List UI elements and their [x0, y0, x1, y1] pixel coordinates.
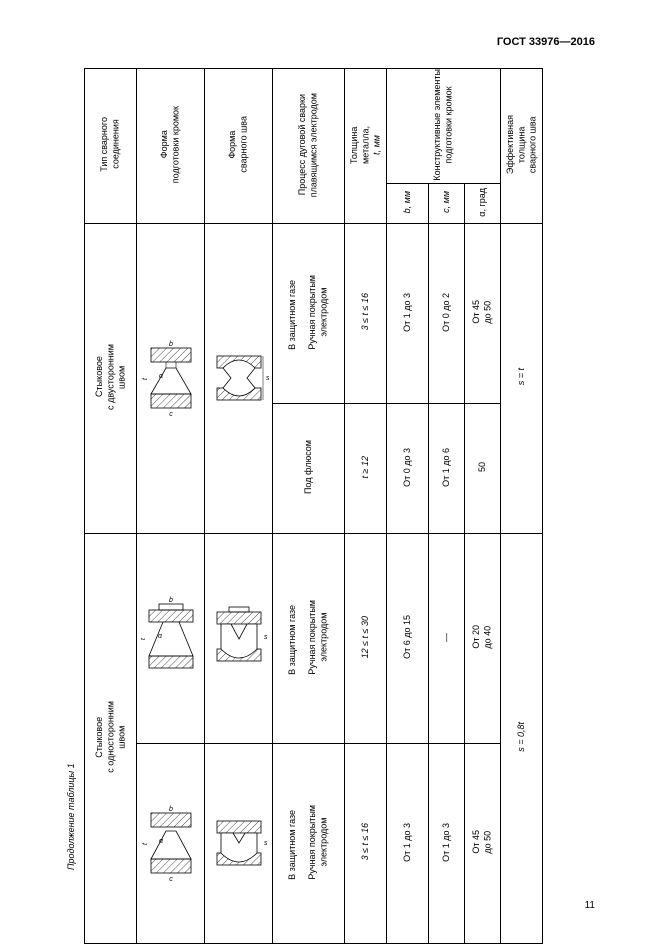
svg-text:t: t	[142, 377, 149, 380]
cell-c-2: От 1 до 6	[429, 403, 465, 533]
cell-t-4: 3 ≤ t ≤ 16	[345, 743, 387, 943]
svg-text:s: s	[264, 840, 268, 847]
cell-a-3: От 20до 40	[465, 533, 501, 743]
cell-s-1: s = t	[501, 223, 543, 533]
svg-text:b: b	[169, 341, 173, 348]
document-id: ГОСТ 33976—2016	[497, 36, 595, 48]
table-container: Тип сварногосоединения Формаподготовки к…	[84, 68, 590, 874]
weld-diagram-1: s	[205, 223, 273, 533]
cell-b-1: От 1 до 3	[387, 223, 429, 403]
cell-s-3: s = 0,8t	[501, 533, 543, 943]
svg-text:t: t	[142, 842, 149, 845]
svg-text:b: b	[169, 806, 173, 813]
cell-c-3: —	[429, 533, 465, 743]
svg-text:c: c	[169, 876, 173, 883]
cell-t-3: 12 ≤ t ≤ 30	[345, 533, 387, 743]
hdr-c: c, мм	[429, 183, 465, 223]
hdr-edge-shape: Формаподготовки кромок	[137, 69, 205, 224]
table-row: Стыковоес двустороннимшвом t b c α	[85, 223, 591, 403]
svg-text:s: s	[266, 375, 269, 382]
cell-a-1: От 45до 50	[465, 223, 501, 403]
svg-text:t: t	[141, 637, 147, 640]
hdr-weld-shape: Формасварного шва	[205, 69, 273, 224]
edge-diagram-1: t b c α	[137, 223, 205, 533]
hdr-thickness: Толщинаметалла,t, мм	[345, 69, 387, 224]
weld-diagram-3: s	[205, 533, 273, 743]
cell-joint-2: Стыковоес одностороннимшвом	[85, 533, 137, 943]
cell-t-1: 3 ≤ t ≤ 16	[345, 223, 387, 403]
edge-diagram-4: t b c α	[137, 743, 205, 943]
cell-process-4: В защитном газе Ручная покрытымэлектродо…	[273, 743, 345, 943]
cell-b-4: От 1 до 3	[387, 743, 429, 943]
hdr-alpha: α, град	[465, 183, 501, 223]
cell-t-2: t ≥ 12	[345, 403, 387, 533]
svg-text:b: b	[169, 597, 173, 604]
cell-b-3: От 6 до 15	[387, 533, 429, 743]
edge-diagram-3: t b α	[137, 533, 205, 743]
cell-c-1: От 0 до 2	[429, 223, 465, 403]
hdr-process: Процесс дуговой сваркиплавящимся электро…	[273, 69, 345, 224]
cell-joint-1: Стыковоес двустороннимшвом	[85, 223, 137, 533]
table-caption: Продолжение таблицы 1	[66, 763, 76, 870]
svg-text:s: s	[264, 634, 268, 641]
cell-process-2: Под флюсом	[273, 403, 345, 533]
cell-c-4: От 1 до 3	[429, 743, 465, 943]
cell-process-1: В защитном газе Ручная покрытымэлектродо…	[273, 223, 345, 403]
cell-process-3: В защитном газе Ручная покрытымэлектродо…	[273, 533, 345, 743]
svg-text:c: c	[169, 411, 173, 418]
weld-spec-table: Тип сварногосоединения Формаподготовки к…	[84, 68, 591, 944]
hdr-b: b, мм	[387, 183, 429, 223]
table-row: Стыковоес одностороннимшвом t b α	[85, 533, 591, 743]
weld-diagram-4: s	[205, 743, 273, 943]
cell-a-2: 50	[465, 403, 501, 533]
cell-b-2: От 0 до 3	[387, 403, 429, 533]
hdr-joint-type: Тип сварногосоединения	[85, 69, 137, 224]
hdr-eff-thickness: Эффективнаятолщинасварного шва	[501, 69, 543, 224]
hdr-constructive: Конструктивные элементыподготовки кромок	[387, 69, 501, 184]
cell-a-4: От 45до 50	[465, 743, 501, 943]
